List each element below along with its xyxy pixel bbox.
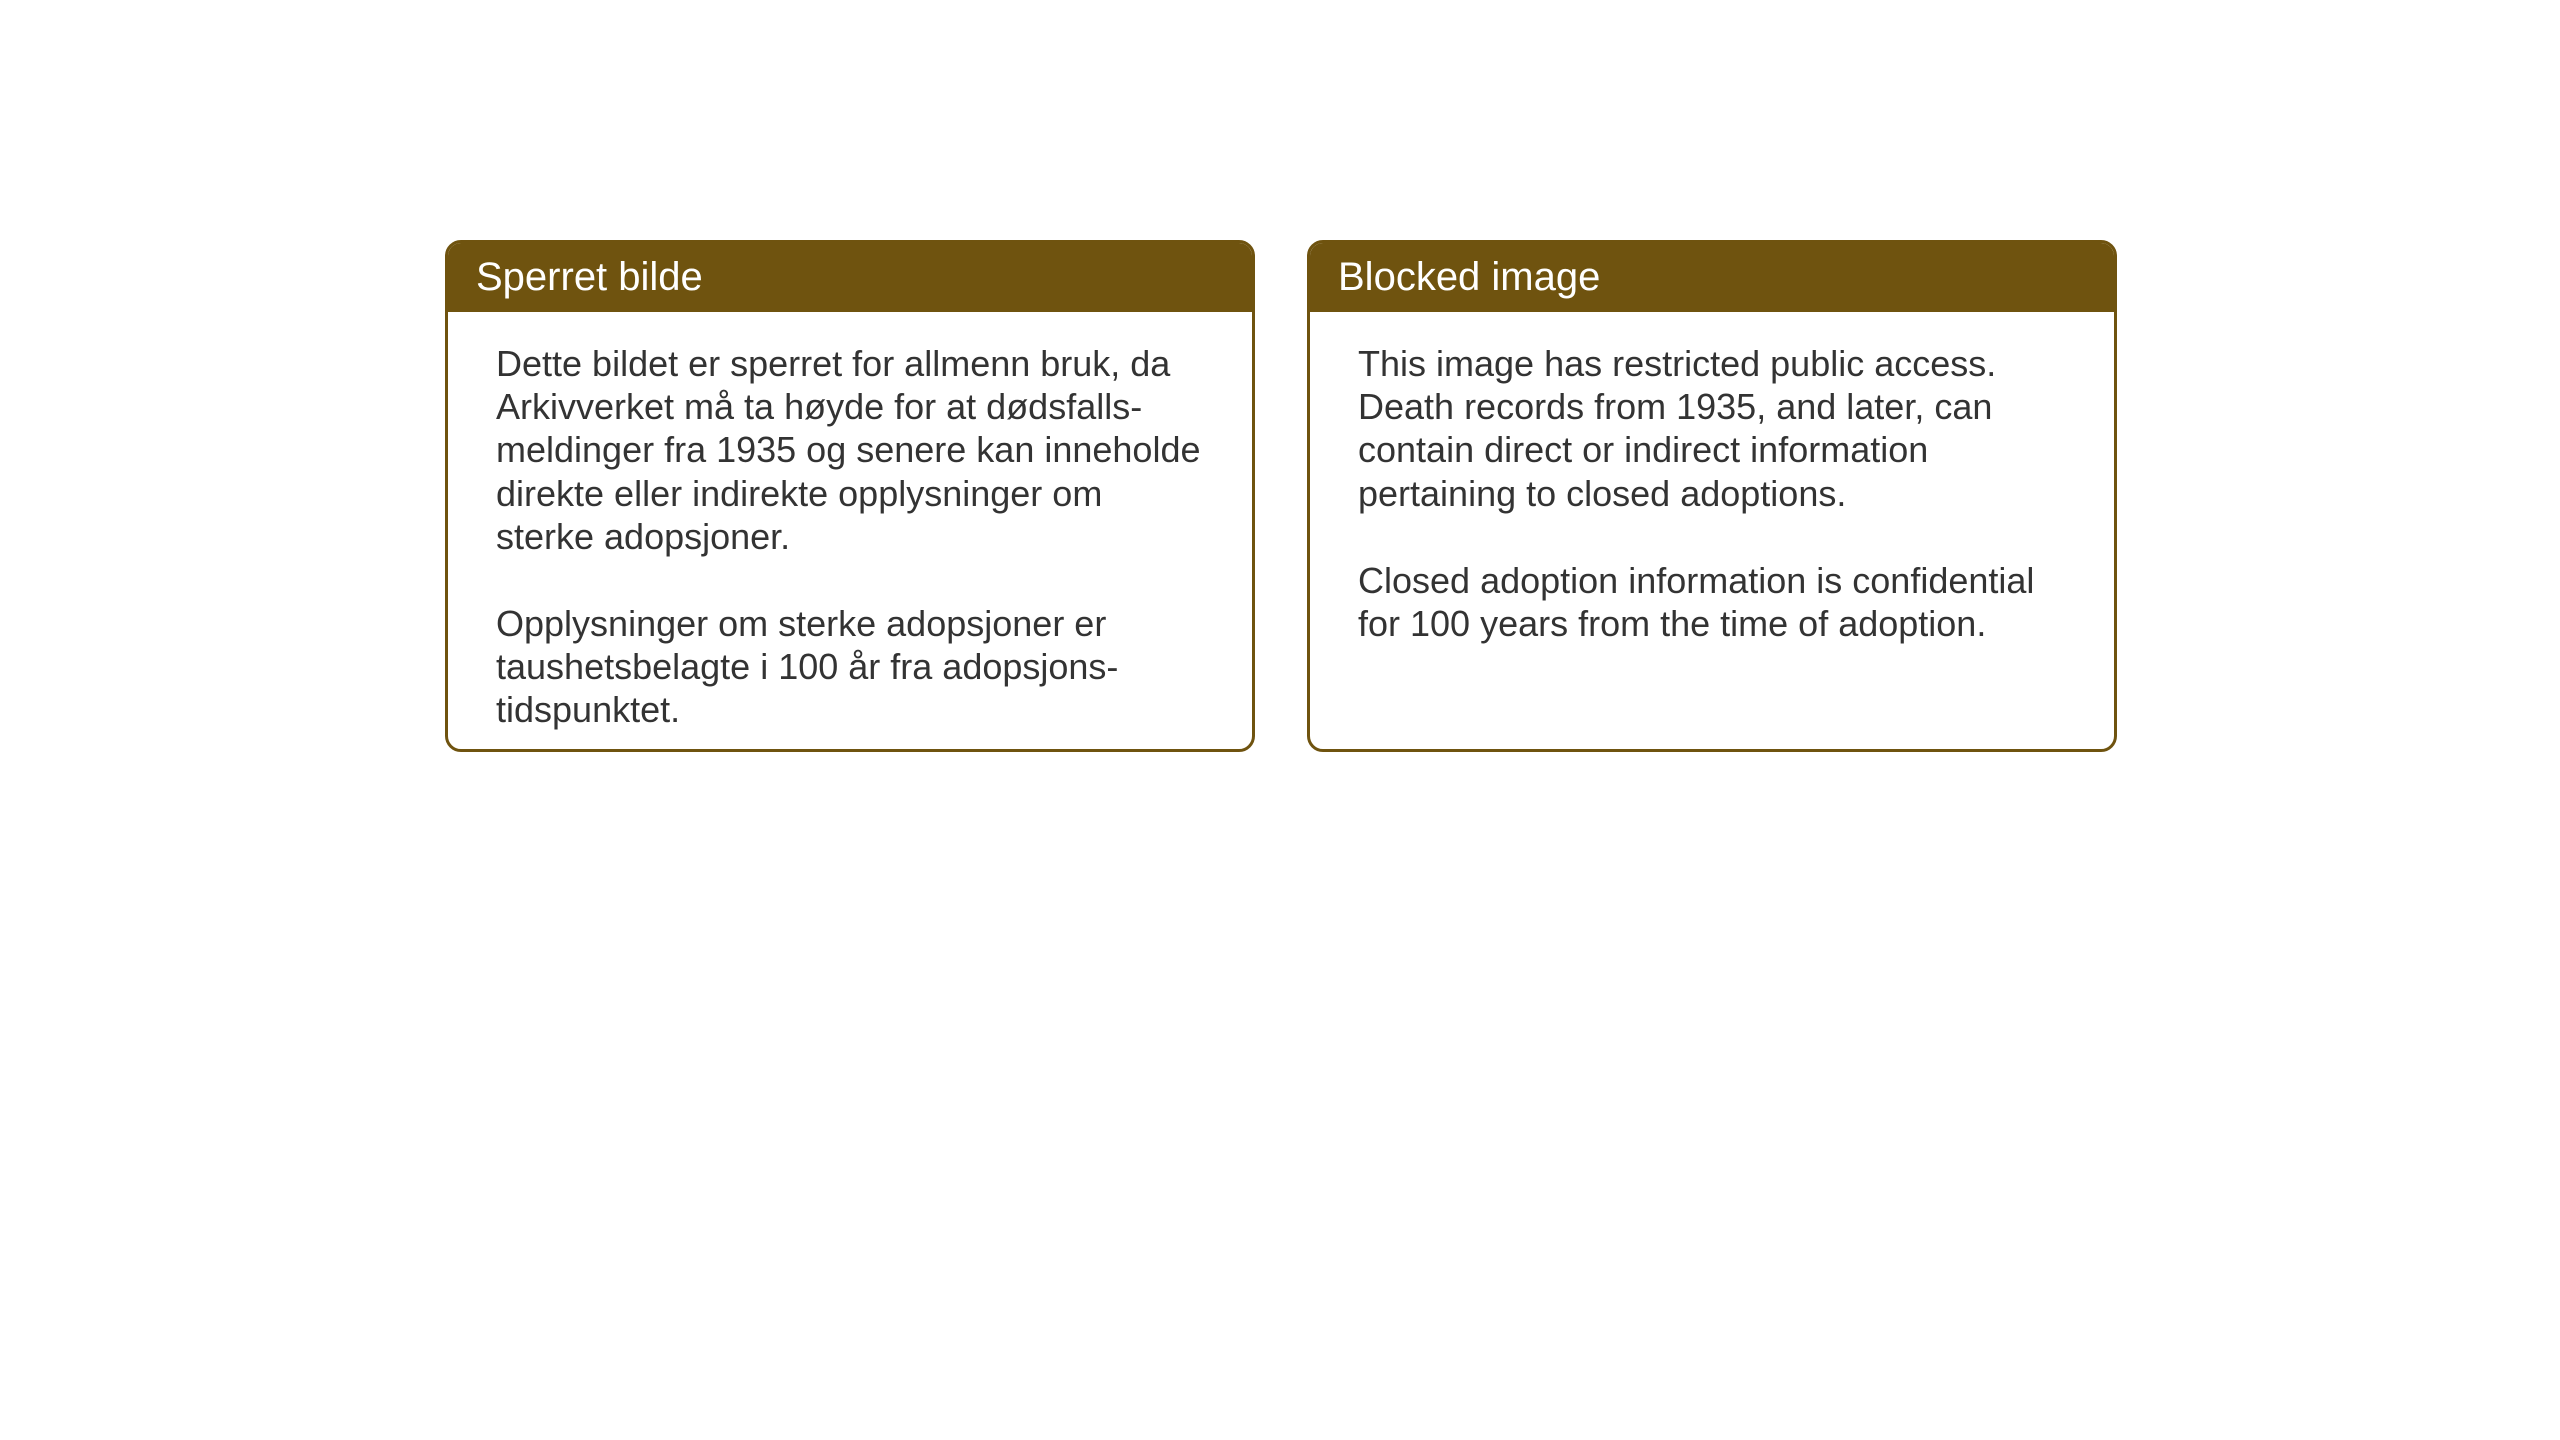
norwegian-card-title: Sperret bilde: [448, 243, 1252, 312]
norwegian-paragraph-1: Dette bildet er sperret for allmenn bruk…: [496, 342, 1208, 558]
english-card-body: This image has restricted public access.…: [1310, 312, 2114, 675]
english-notice-card: Blocked image This image has restricted …: [1307, 240, 2117, 752]
norwegian-card-body: Dette bildet er sperret for allmenn bruk…: [448, 312, 1252, 752]
english-card-title: Blocked image: [1310, 243, 2114, 312]
norwegian-paragraph-2: Opplysninger om sterke adopsjoner er tau…: [496, 602, 1208, 732]
english-paragraph-1: This image has restricted public access.…: [1358, 342, 2070, 515]
english-paragraph-2: Closed adoption information is confident…: [1358, 559, 2070, 645]
norwegian-notice-card: Sperret bilde Dette bildet er sperret fo…: [445, 240, 1255, 752]
notice-cards-container: Sperret bilde Dette bildet er sperret fo…: [445, 240, 2117, 752]
